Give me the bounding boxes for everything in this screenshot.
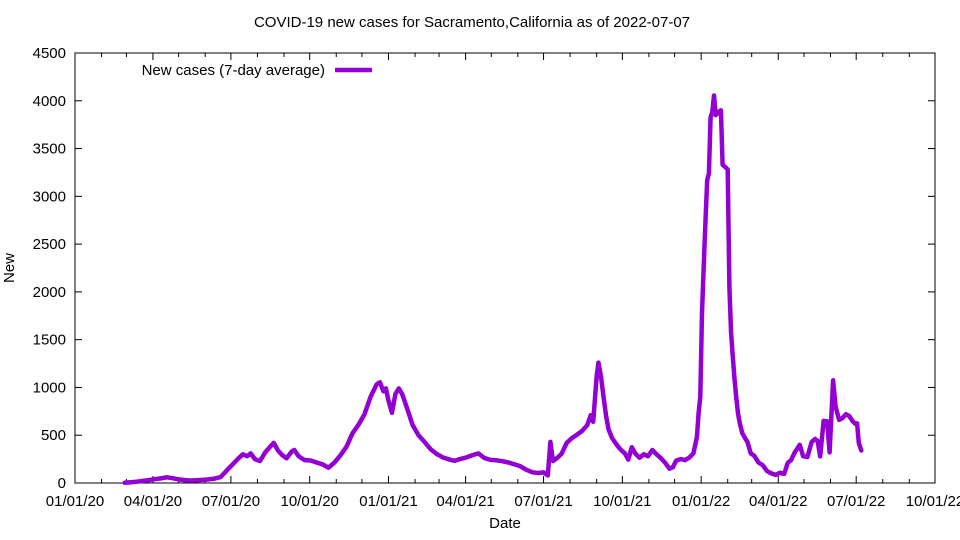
y-tick-label: 1000 [33,379,66,396]
series-line [122,93,864,486]
x-tick-label: 07/01/21 [514,493,572,510]
x-tick-label: 04/01/20 [124,493,182,510]
y-tick-label: 0 [58,475,66,492]
y-tick-label: 500 [41,427,66,444]
y-axis-label: New [1,253,18,283]
chart-title: COVID-19 new cases for Sacramento,Califo… [254,14,690,31]
y-tick-label: 4000 [33,93,66,110]
x-axis-label: Date [489,515,521,532]
y-tick-label: 3000 [33,188,66,205]
y-tick-label: 4500 [33,45,66,62]
x-tick-label: 10/01/20 [281,493,339,510]
legend: New cases (7-day average) [142,62,372,79]
y-tick-label: 1500 [33,332,66,349]
x-tick-label: 01/01/20 [46,493,104,510]
x-tick-label: 01/01/22 [672,493,730,510]
x-tick-label: 10/01/21 [593,493,651,510]
x-tick-label: 04/01/21 [436,493,494,510]
y-tick-label: 2000 [33,284,66,301]
x-tick-label: 04/01/22 [749,493,807,510]
x-tick-label: 10/01/22 [906,493,960,510]
plot-area: 0 500 1000 1500 2000 2500 3000 3500 4000 4500 01/0… [33,45,960,510]
x-tick-label: 07/01/20 [202,493,260,510]
y-tick-label: 2500 [33,236,66,253]
x-tick-label: 01/01/21 [359,493,417,510]
y-tick-label: 3500 [33,141,66,158]
x-tick-label: 07/01/22 [827,493,885,510]
legend-label: New cases (7-day average) [142,62,325,79]
plot-border [74,52,936,484]
